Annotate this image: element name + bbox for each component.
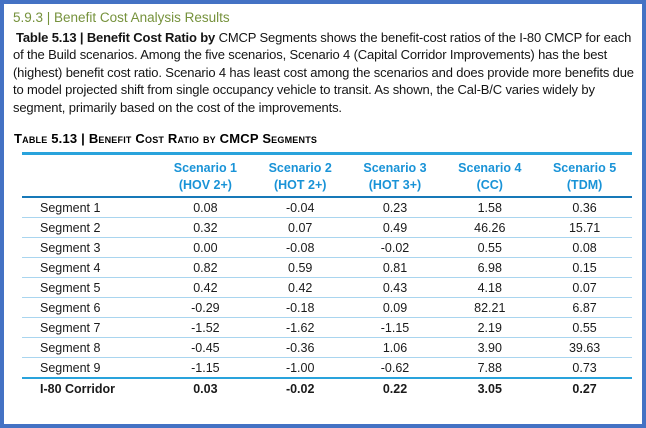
cell-value: -1.15 bbox=[158, 357, 253, 379]
section-heading: 5.9.3 | Benefit Cost Analysis Results bbox=[13, 10, 230, 25]
table-row-segment-5: Segment 5 0.42 0.42 0.43 4.18 0.07 bbox=[22, 277, 632, 299]
scenario-5-name: Scenario 5 bbox=[552, 161, 617, 176]
cell-value: -1.62 bbox=[252, 317, 348, 339]
table-header-row: Scenario 1 (HOV 2+) Scenario 2 (HOT 2+) … bbox=[22, 156, 632, 199]
cell-value: 0.15 bbox=[537, 257, 632, 279]
scenario-3-name: Scenario 3 bbox=[363, 161, 427, 176]
table-title: Table 5.13 | Benefit Cost Ratio by CMCP … bbox=[14, 131, 318, 147]
row-label: Segment 7 bbox=[22, 317, 158, 339]
cell-value: 39.63 bbox=[537, 337, 632, 359]
cell-value: 0.08 bbox=[158, 197, 253, 219]
cell-value: -0.08 bbox=[252, 237, 348, 259]
header-cell-empty bbox=[22, 156, 158, 199]
cell-value: -0.18 bbox=[252, 297, 348, 319]
row-label: Segment 4 bbox=[22, 257, 158, 279]
total-cell-value: -0.02 bbox=[252, 377, 348, 399]
scenario-3-mode: (HOT 3+) bbox=[368, 178, 422, 193]
cell-value: -1.52 bbox=[158, 317, 253, 339]
header-cell-scenario-2: Scenario 2 (HOT 2+) bbox=[252, 156, 348, 199]
row-label: Segment 3 bbox=[22, 237, 158, 259]
cell-value: 0.09 bbox=[347, 297, 443, 319]
cell-value: 0.07 bbox=[252, 217, 348, 239]
cell-value: 15.71 bbox=[537, 217, 632, 239]
cell-value: -0.45 bbox=[158, 337, 253, 359]
cell-value: 0.08 bbox=[537, 237, 632, 259]
cell-value: 6.87 bbox=[537, 297, 632, 319]
table-row-segment-9: Segment 9 -1.15 -1.00 -0.62 7.88 0.73 bbox=[22, 357, 632, 379]
cell-value: 1.06 bbox=[347, 337, 443, 359]
cell-value: 2.19 bbox=[442, 317, 538, 339]
cell-value: 0.42 bbox=[158, 277, 253, 299]
cell-value: 0.59 bbox=[252, 257, 348, 279]
header-cell-scenario-3: Scenario 3 (HOT 3+) bbox=[347, 156, 443, 199]
cell-value: -0.04 bbox=[252, 197, 348, 219]
cell-value: -0.36 bbox=[252, 337, 348, 359]
row-label: Segment 2 bbox=[22, 217, 158, 239]
table-row-segment-3: Segment 3 0.00 -0.08 -0.02 0.55 0.08 bbox=[22, 237, 632, 259]
body-paragraph: Table 5.13 | Benefit Cost Ratio by CMCP … bbox=[13, 29, 639, 116]
cell-value: 0.07 bbox=[537, 277, 632, 299]
scenario-4-name: Scenario 4 bbox=[458, 161, 522, 176]
cell-value: -1.15 bbox=[347, 317, 443, 339]
header-cell-scenario-5: Scenario 5 (TDM) bbox=[537, 156, 632, 199]
scenario-1-mode: (HOV 2+) bbox=[178, 178, 232, 193]
cell-value: 7.88 bbox=[442, 357, 538, 379]
cell-value: 3.90 bbox=[442, 337, 538, 359]
cell-value: 0.55 bbox=[442, 237, 538, 259]
cell-value: 0.73 bbox=[537, 357, 632, 379]
cell-value: -1.00 bbox=[252, 357, 348, 379]
row-label: Segment 8 bbox=[22, 337, 158, 359]
table-row-segment-8: Segment 8 -0.45 -0.36 1.06 3.90 39.63 bbox=[22, 337, 632, 359]
header-cell-scenario-4: Scenario 4 (CC) bbox=[442, 156, 538, 199]
cell-value: 0.00 bbox=[158, 237, 253, 259]
row-label: Segment 5 bbox=[22, 277, 158, 299]
cell-value: 0.36 bbox=[537, 197, 632, 219]
table-row-segment-4: Segment 4 0.82 0.59 0.81 6.98 0.15 bbox=[22, 257, 632, 279]
benefit-cost-table-wrap: Scenario 1 (HOV 2+) Scenario 2 (HOT 2+) … bbox=[22, 152, 632, 399]
scenario-1-name: Scenario 1 bbox=[173, 161, 238, 176]
table-row-segment-1: Segment 1 0.08 -0.04 0.23 1.58 0.36 bbox=[22, 197, 632, 219]
total-cell-value: 0.22 bbox=[347, 377, 443, 399]
row-label: Segment 6 bbox=[22, 297, 158, 319]
scenario-4-mode: (CC) bbox=[476, 178, 503, 193]
cell-value: 0.43 bbox=[347, 277, 443, 299]
total-cell-value: 0.27 bbox=[537, 377, 632, 399]
cell-value: 46.26 bbox=[442, 217, 538, 239]
cell-value: 0.32 bbox=[158, 217, 253, 239]
cell-value: 4.18 bbox=[442, 277, 538, 299]
cell-value: 1.58 bbox=[442, 197, 538, 219]
table-row-segment-6: Segment 6 -0.29 -0.18 0.09 82.21 6.87 bbox=[22, 297, 632, 319]
cell-value: 0.23 bbox=[347, 197, 443, 219]
header-cell-scenario-1: Scenario 1 (HOV 2+) bbox=[158, 156, 253, 199]
cell-value: -0.62 bbox=[347, 357, 443, 379]
total-cell-value: 0.03 bbox=[158, 377, 253, 399]
cell-value: -0.02 bbox=[347, 237, 443, 259]
paragraph-bold-lead: Table 5.13 | Benefit Cost Ratio by bbox=[16, 30, 216, 45]
table-row-segment-2: Segment 2 0.32 0.07 0.49 46.26 15.71 bbox=[22, 217, 632, 239]
scenario-2-name: Scenario 2 bbox=[268, 161, 332, 176]
cell-value: -0.29 bbox=[158, 297, 253, 319]
row-label: Segment 9 bbox=[22, 357, 158, 379]
scenario-2-mode: (HOT 2+) bbox=[273, 178, 327, 193]
row-label: Segment 1 bbox=[22, 197, 158, 219]
cell-value: 0.81 bbox=[347, 257, 443, 279]
cell-value: 0.55 bbox=[537, 317, 632, 339]
cell-value: 0.42 bbox=[252, 277, 348, 299]
paragraph-text: CMCP Segments shows the benefit-cost rat… bbox=[13, 30, 634, 115]
scenario-5-mode: (TDM) bbox=[566, 178, 603, 193]
cell-value: 6.98 bbox=[442, 257, 538, 279]
cell-value: 0.82 bbox=[158, 257, 253, 279]
cell-value: 82.21 bbox=[442, 297, 538, 319]
table-total-row-i80-corridor: I-80 Corridor 0.03 -0.02 0.22 3.05 0.27 bbox=[22, 377, 632, 399]
cell-value: 0.49 bbox=[347, 217, 443, 239]
table-row-segment-7: Segment 7 -1.52 -1.62 -1.15 2.19 0.55 bbox=[22, 317, 632, 339]
total-cell-value: 3.05 bbox=[442, 377, 538, 399]
benefit-cost-table: Scenario 1 (HOV 2+) Scenario 2 (HOT 2+) … bbox=[22, 156, 632, 399]
total-row-label: I-80 Corridor bbox=[22, 377, 158, 399]
